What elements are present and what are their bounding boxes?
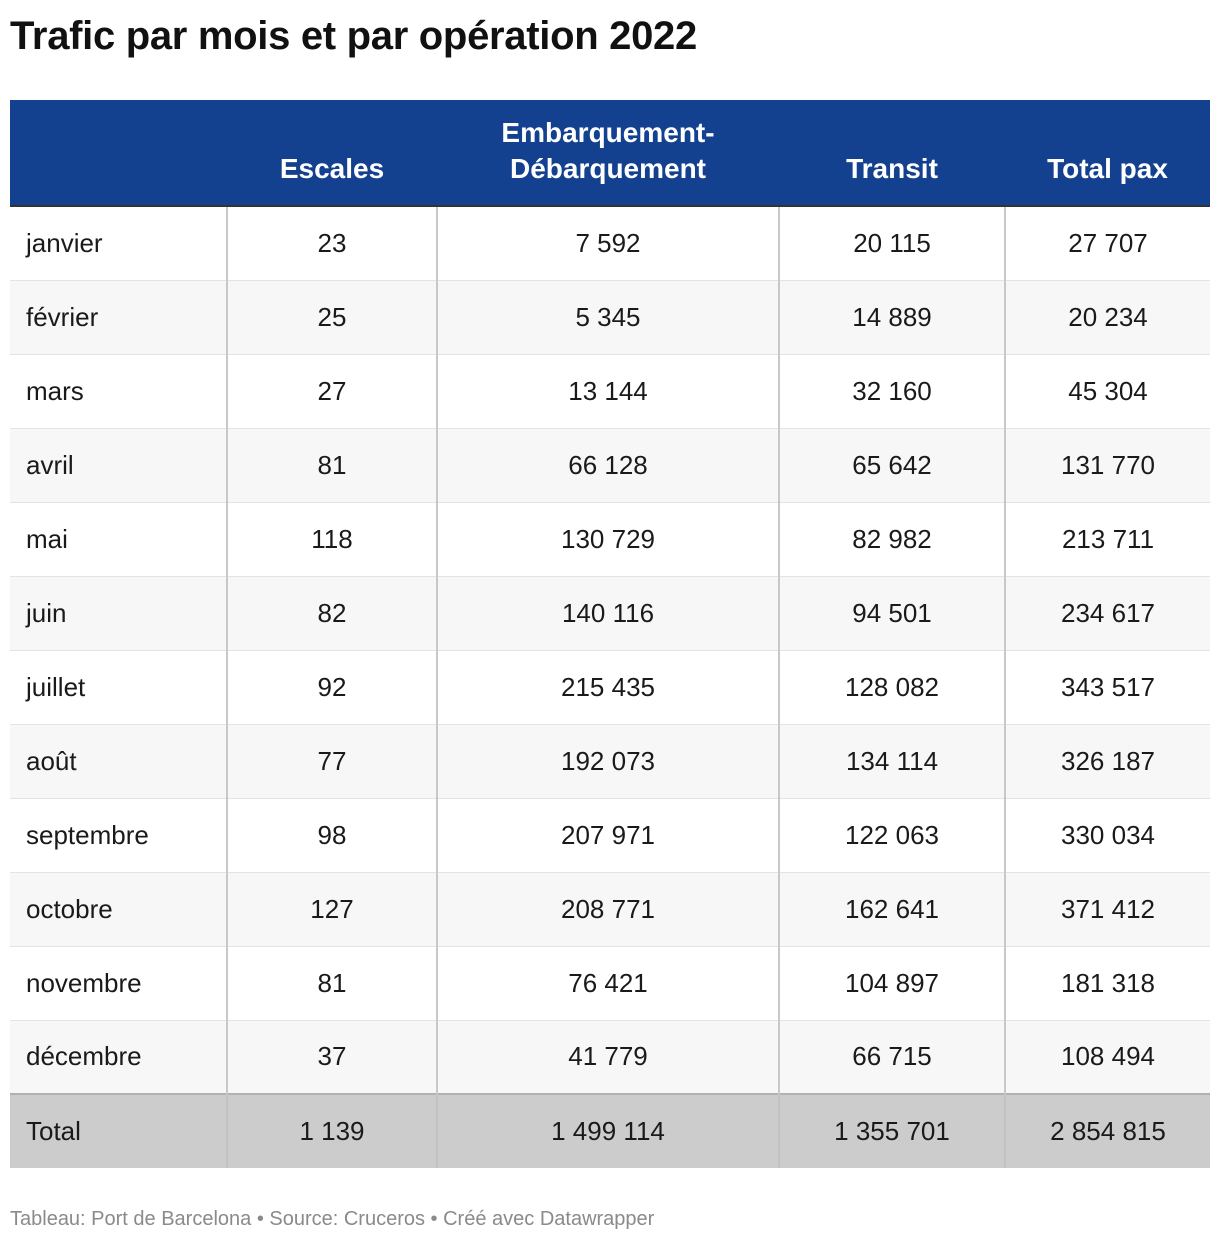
chart-title: Trafic par mois et par opération 2022	[10, 14, 697, 58]
table-row: août 77 192 073 134 114 326 187	[10, 724, 1210, 799]
column-header-month	[10, 100, 227, 207]
month-cell: avril	[10, 428, 227, 503]
month-cell: octobre	[10, 872, 227, 947]
total-pax-cell: 181 318	[1004, 946, 1210, 1021]
table-row: avril 81 66 128 65 642 131 770	[10, 428, 1210, 503]
embarquement-cell: 13 144	[436, 354, 779, 429]
transit-cell: 134 114	[778, 724, 1005, 799]
escales-cell: 127	[226, 872, 437, 947]
total-pax-cell: 131 770	[1004, 428, 1210, 503]
escales-cell: 118	[226, 502, 437, 577]
table-row: novembre 81 76 421 104 897 181 318	[10, 946, 1210, 1021]
transit-cell: 122 063	[778, 798, 1005, 873]
embarquement-cell: 140 116	[436, 576, 779, 651]
total-transit-cell: 1 355 701	[778, 1093, 1005, 1168]
table-row: mai 118 130 729 82 982 213 711	[10, 502, 1210, 577]
transit-cell: 14 889	[778, 280, 1005, 355]
table-row: juillet 92 215 435 128 082 343 517	[10, 650, 1210, 725]
embarquement-cell: 207 971	[436, 798, 779, 873]
month-cell: décembre	[10, 1020, 227, 1095]
table-total-row: Total 1 139 1 499 114 1 355 701 2 854 815	[10, 1093, 1210, 1168]
transit-cell: 82 982	[778, 502, 1005, 577]
month-cell: février	[10, 280, 227, 355]
table-row: janvier 23 7 592 20 115 27 707	[10, 206, 1210, 281]
embarquement-cell: 5 345	[436, 280, 779, 355]
total-pax-cell: 213 711	[1004, 502, 1210, 577]
embarquement-cell: 130 729	[436, 502, 779, 577]
total-total-pax-cell: 2 854 815	[1004, 1093, 1210, 1168]
transit-cell: 20 115	[778, 206, 1005, 281]
transit-cell: 162 641	[778, 872, 1005, 947]
column-header-escales: Escales	[227, 100, 437, 207]
transit-cell: 128 082	[778, 650, 1005, 725]
table-row: février 25 5 345 14 889 20 234	[10, 280, 1210, 355]
escales-cell: 92	[226, 650, 437, 725]
column-header-total-pax: Total pax	[1005, 100, 1210, 207]
source-footer: Tableau: Port de Barcelona • Source: Cru…	[10, 1208, 655, 1230]
column-header-transit: Transit	[779, 100, 1005, 207]
table-row: mars 27 13 144 32 160 45 304	[10, 354, 1210, 429]
table-row: octobre 127 208 771 162 641 371 412	[10, 872, 1210, 947]
month-cell: novembre	[10, 946, 227, 1021]
month-cell: janvier	[10, 206, 227, 281]
total-pax-cell: 45 304	[1004, 354, 1210, 429]
escales-cell: 23	[226, 206, 437, 281]
total-escales-cell: 1 139	[226, 1093, 437, 1168]
total-pax-cell: 27 707	[1004, 206, 1210, 281]
transit-cell: 65 642	[778, 428, 1005, 503]
table-row: décembre 37 41 779 66 715 108 494	[10, 1020, 1210, 1095]
escales-cell: 27	[226, 354, 437, 429]
total-pax-cell: 20 234	[1004, 280, 1210, 355]
escales-cell: 77	[226, 724, 437, 799]
embarquement-cell: 7 592	[436, 206, 779, 281]
transit-cell: 32 160	[778, 354, 1005, 429]
transit-cell: 66 715	[778, 1020, 1005, 1095]
embarquement-cell: 215 435	[436, 650, 779, 725]
total-pax-cell: 234 617	[1004, 576, 1210, 651]
month-cell: septembre	[10, 798, 227, 873]
total-pax-cell: 108 494	[1004, 1020, 1210, 1095]
table-row: juin 82 140 116 94 501 234 617	[10, 576, 1210, 651]
escales-cell: 82	[226, 576, 437, 651]
escales-cell: 98	[226, 798, 437, 873]
total-pax-cell: 371 412	[1004, 872, 1210, 947]
month-cell: août	[10, 724, 227, 799]
embarquement-cell: 208 771	[436, 872, 779, 947]
total-embarquement-cell: 1 499 114	[436, 1093, 779, 1168]
embarquement-cell: 192 073	[436, 724, 779, 799]
transit-cell: 94 501	[778, 576, 1005, 651]
data-table: Escales Embarquement- Débarquement Trans…	[10, 100, 1210, 1168]
table-row: septembre 98 207 971 122 063 330 034	[10, 798, 1210, 873]
month-cell: juin	[10, 576, 227, 651]
month-cell: mars	[10, 354, 227, 429]
total-month-cell: Total	[10, 1093, 227, 1168]
escales-cell: 81	[226, 428, 437, 503]
table-body: janvier 23 7 592 20 115 27 707 février 25 5 345…	[10, 206, 1210, 1168]
total-pax-cell: 326 187	[1004, 724, 1210, 799]
table-header-row: Escales Embarquement- Débarquement Trans…	[10, 100, 1210, 207]
escales-cell: 81	[226, 946, 437, 1021]
month-cell: juillet	[10, 650, 227, 725]
embarquement-cell: 41 779	[436, 1020, 779, 1095]
total-pax-cell: 330 034	[1004, 798, 1210, 873]
escales-cell: 37	[226, 1020, 437, 1095]
embarquement-cell: 66 128	[436, 428, 779, 503]
month-cell: mai	[10, 502, 227, 577]
column-header-embarquement: Embarquement- Débarquement	[437, 100, 779, 207]
escales-cell: 25	[226, 280, 437, 355]
transit-cell: 104 897	[778, 946, 1005, 1021]
embarquement-cell: 76 421	[436, 946, 779, 1021]
total-pax-cell: 343 517	[1004, 650, 1210, 725]
